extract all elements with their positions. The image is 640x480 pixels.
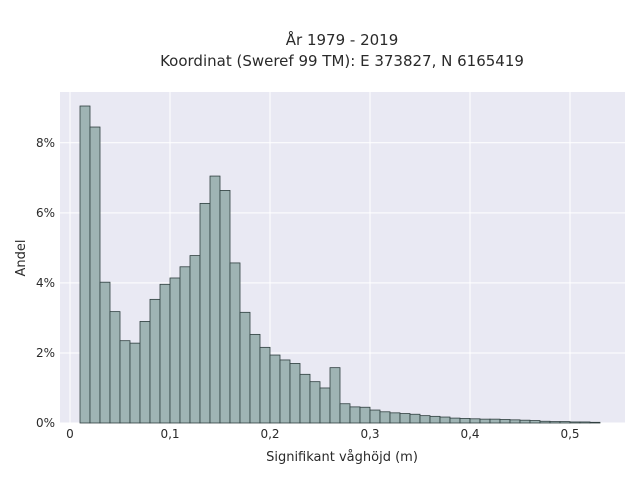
histogram-bar	[449, 417, 461, 424]
y-tick-label: 4%	[36, 276, 55, 290]
histogram-bar	[419, 415, 431, 424]
histogram-bar	[129, 342, 141, 424]
histogram-bar	[579, 421, 591, 424]
histogram-bar	[319, 387, 331, 424]
histogram-bar	[99, 281, 111, 424]
histogram-bar	[299, 373, 311, 424]
histogram-bar	[359, 406, 371, 424]
histogram-bar	[569, 421, 581, 424]
histogram-bars	[79, 105, 601, 424]
histogram-bar	[349, 406, 361, 424]
histogram-bar	[149, 298, 161, 424]
histogram-bar	[259, 346, 271, 424]
histogram-bar	[399, 413, 411, 424]
histogram-bar	[369, 409, 381, 424]
histogram-bar	[429, 415, 441, 424]
chart-title-line-1: År 1979 - 2019	[286, 30, 399, 49]
histogram-bar	[589, 421, 601, 424]
histogram-bar	[179, 266, 191, 424]
histogram-bar	[489, 418, 501, 424]
x-tick-label: 0,2	[260, 427, 279, 441]
histogram-bar	[169, 277, 181, 424]
histogram-bar	[109, 311, 121, 424]
x-tick-label: 0,3	[360, 427, 379, 441]
histogram-bar	[239, 311, 251, 424]
histogram-bar	[339, 403, 351, 424]
histogram-bar	[409, 413, 421, 424]
histogram-bar	[229, 262, 241, 424]
histogram-bar	[549, 421, 561, 424]
histogram-bar	[249, 333, 261, 424]
x-tick-label: 0,4	[460, 427, 479, 441]
x-tick-label: 0,1	[160, 427, 179, 441]
histogram-bar	[289, 363, 301, 424]
histogram-bar	[439, 416, 451, 424]
y-tick-label: 6%	[36, 206, 55, 220]
histogram-bar	[519, 419, 531, 424]
x-tick-label: 0,5	[560, 427, 579, 441]
histogram-bar	[459, 418, 471, 424]
histogram-bar	[199, 202, 211, 424]
histogram-bar	[539, 420, 551, 424]
histogram-bar	[119, 340, 131, 424]
histogram-bar	[309, 381, 321, 424]
y-axis-ticks: 0% 2% 4% 6% 8%	[36, 136, 55, 430]
x-tick-label: 0	[66, 427, 74, 441]
histogram-bar	[329, 367, 341, 424]
histogram-bar	[509, 419, 521, 424]
y-tick-label: 2%	[36, 346, 55, 360]
histogram-bar	[139, 321, 151, 424]
histogram-bar	[79, 105, 91, 424]
histogram-bar	[529, 420, 541, 424]
histogram-bar	[279, 359, 291, 424]
x-axis-ticks: 0 0,1 0,2 0,3 0,4 0,5	[66, 427, 579, 441]
histogram-bar	[269, 354, 281, 424]
histogram-bar	[159, 283, 171, 424]
x-axis-label: Signifikant våghöjd (m)	[266, 450, 418, 465]
histogram-bar	[209, 175, 221, 424]
histogram-bar	[389, 412, 401, 424]
histogram-bar	[189, 255, 201, 424]
histogram-bar	[479, 418, 491, 424]
histogram-bar	[559, 421, 571, 424]
histogram-bar	[379, 411, 391, 424]
histogram-bar	[469, 418, 481, 424]
chart-title-line-2: Koordinat (Sweref 99 TM): E 373827, N 61…	[160, 52, 524, 70]
histogram-bar	[219, 190, 231, 424]
y-tick-label: 8%	[36, 136, 55, 150]
y-axis-label: Andel	[14, 240, 29, 277]
y-tick-label: 0%	[36, 416, 55, 430]
histogram-bar	[499, 419, 511, 424]
histogram-bar	[89, 126, 101, 424]
